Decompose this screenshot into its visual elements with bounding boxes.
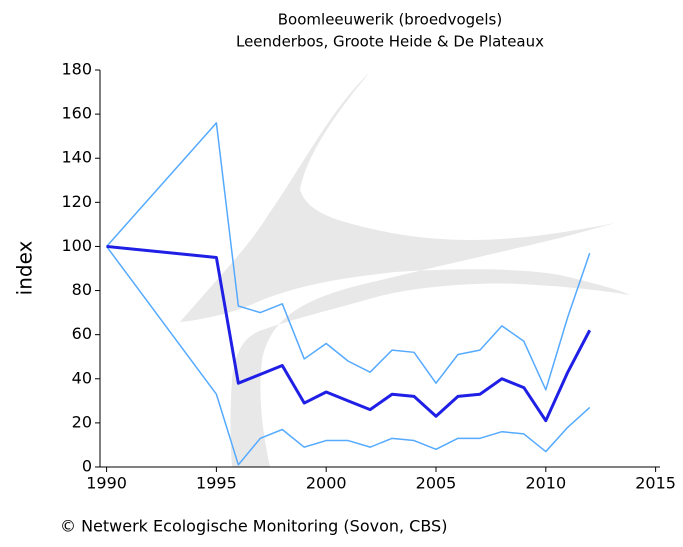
x-tick-label: 1995 — [196, 474, 237, 493]
y-tick-label: 20 — [72, 412, 92, 431]
x-tick-label: 2000 — [306, 474, 347, 493]
x-tick-label: 2010 — [525, 474, 566, 493]
y-axis-label: index — [13, 240, 37, 295]
x-tick-label: 1990 — [86, 474, 127, 493]
y-tick-label: 40 — [72, 368, 92, 387]
x-tick-label: 2005 — [416, 474, 457, 493]
y-tick-label: 160 — [61, 104, 92, 123]
y-tick-label: 140 — [61, 148, 92, 167]
x-tick-label: 2015 — [635, 474, 676, 493]
y-tick-label: 100 — [61, 236, 92, 255]
y-tick-label: 180 — [61, 60, 92, 79]
y-tick-label: 120 — [61, 192, 92, 211]
y-tick-label: 60 — [72, 324, 92, 343]
chart-title: Boomleeuwerik (broedvogels) — [278, 11, 502, 29]
chart: Boomleeuwerik (broedvogels) Leenderbos, … — [0, 0, 683, 547]
footer: © Netwerk Ecologische Monitoring (Sovon,… — [60, 517, 447, 536]
y-tick-label: 80 — [72, 280, 92, 299]
chart-subtitle: Leenderbos, Groote Heide & De Plateaux — [236, 33, 544, 51]
